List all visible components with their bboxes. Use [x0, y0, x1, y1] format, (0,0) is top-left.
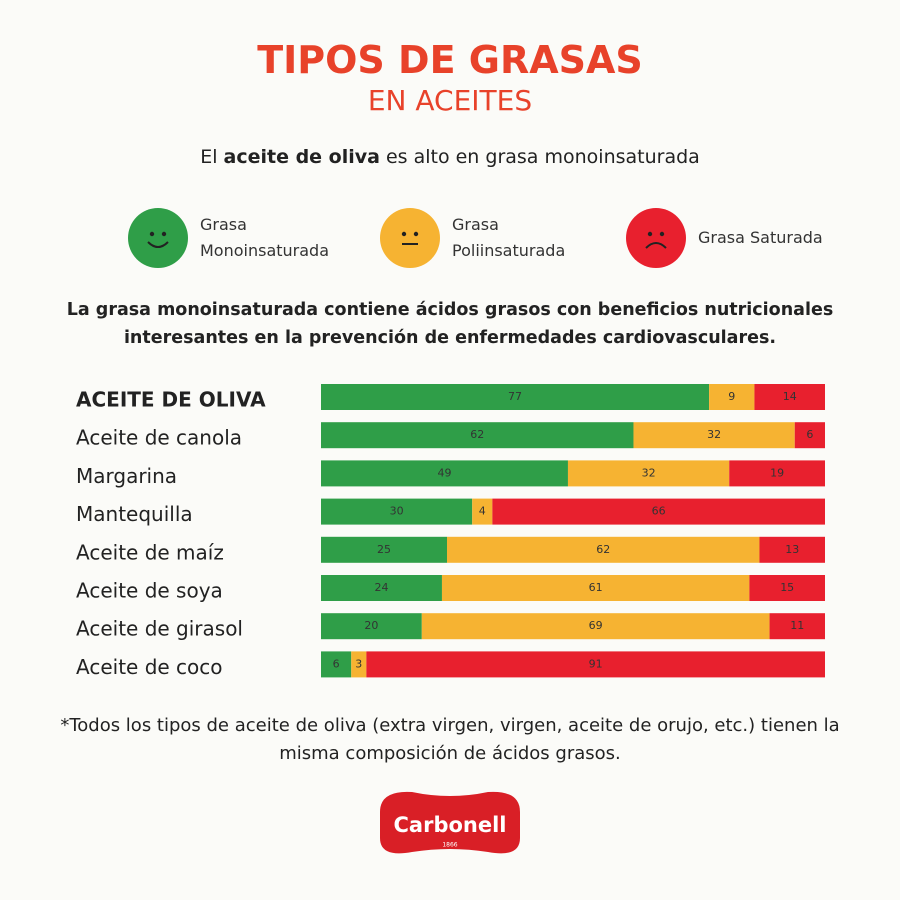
value-label: 91 [589, 657, 603, 670]
category-label: Aceite de coco [76, 655, 223, 679]
bar-segment [567, 460, 730, 487]
legend-icon [128, 208, 188, 268]
value-label: 6 [806, 428, 813, 441]
tagline: El aceite de oliva es alto en grasa monoin… [0, 146, 900, 168]
value-label: 62 [470, 428, 484, 441]
eye [413, 231, 419, 237]
value-label: 20 [364, 619, 378, 632]
bar-segment [709, 384, 755, 410]
bar-segment [794, 422, 825, 449]
value-label: 32 [642, 466, 656, 479]
value-label: 32 [707, 428, 721, 441]
mouth [147, 241, 169, 248]
eye [647, 231, 653, 237]
value-label: 30 [390, 505, 404, 518]
eye [161, 231, 167, 237]
value-label: 19 [770, 466, 784, 479]
bar-segment [351, 651, 367, 678]
eye [401, 231, 407, 237]
face [645, 231, 667, 249]
bar-segment [321, 384, 710, 410]
category-label: Aceite de girasol [76, 617, 243, 641]
bar-segment [759, 536, 825, 563]
logo: Carbonell 1866 [380, 791, 520, 854]
eye [659, 231, 665, 237]
bar-segment [321, 422, 634, 449]
bar-segment [421, 613, 770, 640]
bar-segment [441, 575, 750, 601]
value-label: 9 [728, 390, 735, 403]
legend-swatch [128, 208, 188, 268]
legend-label: Grasa Monoinsaturada [200, 215, 330, 260]
bar-segment [321, 536, 447, 563]
value-label: 6 [333, 657, 340, 670]
bar-segment [754, 384, 825, 410]
bar-segment [769, 613, 825, 640]
legend-item: Grasa Poliinsaturada [380, 208, 602, 268]
value-label: 49 [437, 466, 451, 479]
bar-segment [321, 460, 568, 487]
value-label: 61 [589, 581, 603, 594]
bar-segment [366, 651, 825, 678]
bar-segment [472, 498, 493, 525]
category-label: Mantequilla [76, 502, 193, 526]
logo-year: 1866 [442, 842, 457, 849]
legend: Grasa Monoinsaturada Grasa Poliinsaturada… [128, 208, 828, 272]
bar-segment [321, 613, 422, 640]
category-label: Aceite de canola [76, 426, 242, 450]
eye [149, 231, 155, 237]
bar-segment [321, 498, 473, 525]
title: TIPOS DE GRASAS [257, 38, 643, 82]
legend-item: Grasa Monoinsaturada [128, 208, 350, 268]
legend-swatch [380, 208, 440, 268]
value-label: 4 [479, 505, 486, 518]
tagline-bold: aceite de oliva [223, 146, 380, 168]
category-label: ACEITE DE OLIVA [76, 388, 266, 412]
bar-segment [321, 575, 442, 601]
value-label: 13 [785, 543, 799, 556]
legend-icon [380, 208, 440, 268]
value-label: 11 [790, 619, 804, 632]
category-label: Aceite de maíz [76, 540, 224, 564]
bar-segment [749, 575, 825, 601]
tagline-suffix: es alto en grasa monoinsaturada [385, 146, 700, 168]
category-label: Margarina [76, 464, 177, 488]
footnote: *Todos los tipos de aceite de oliva (ext… [60, 715, 840, 764]
value-label: 62 [596, 543, 610, 556]
face [147, 231, 169, 248]
bar-segment [633, 422, 795, 449]
mouth [645, 242, 667, 249]
tagline-prefix: El [200, 146, 218, 168]
bar-segment [492, 498, 825, 525]
legend-label: Grasa Saturada [698, 228, 823, 247]
value-label: 69 [589, 619, 603, 632]
legend-label: Grasa Poliinsaturada [452, 215, 566, 260]
face [401, 231, 419, 245]
bar-segment [729, 460, 825, 487]
bar-segment [447, 536, 760, 563]
category-label: Aceite de soya [76, 579, 223, 603]
logo-name: Carbonell [394, 813, 507, 837]
value-label: 15 [780, 581, 794, 594]
value-label: 3 [355, 657, 362, 670]
legend-swatch [626, 208, 686, 268]
value-label: 24 [374, 581, 388, 594]
bar-segment [321, 651, 352, 678]
legend-icon [626, 208, 686, 268]
subtitle: EN ACEITES [367, 84, 533, 117]
value-label: 14 [783, 390, 797, 403]
value-label: 25 [377, 543, 391, 556]
legend-item: Grasa Saturada [626, 208, 848, 268]
value-label: 66 [652, 505, 666, 518]
note: La grasa monoinsaturada contiene ácidos … [66, 300, 834, 348]
value-label: 77 [508, 390, 522, 403]
